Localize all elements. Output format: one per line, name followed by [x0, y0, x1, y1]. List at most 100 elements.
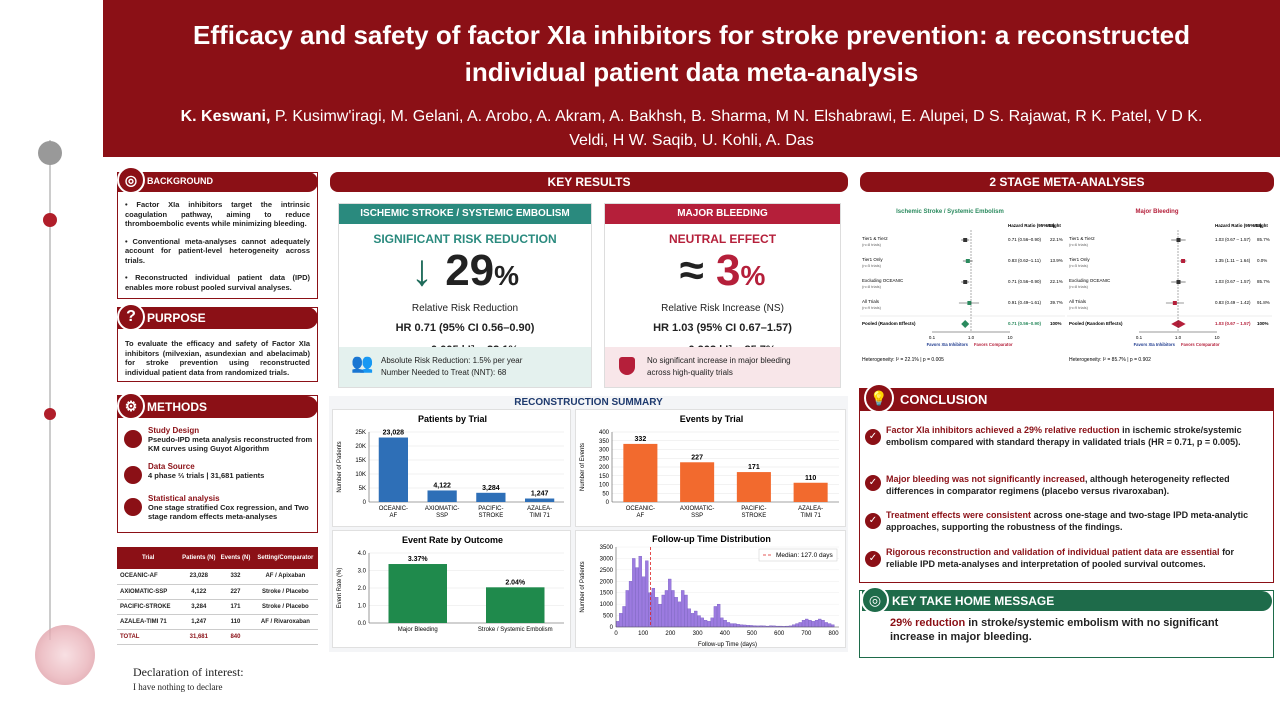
cell: 23,028: [179, 569, 219, 585]
histogram-bar: [658, 603, 662, 628]
legend-label: Median: 127.0 days: [776, 552, 833, 559]
point-estimate: [963, 280, 968, 284]
forest-row-sub: (n=8 trials): [862, 284, 882, 289]
events-by-trial-chart: Events by Trial Number of Events 0 50 100 150…: [580, 414, 839, 519]
y-tick-label: 15K: [355, 458, 366, 464]
histogram-bar: [690, 613, 695, 628]
histogram-bar: [743, 624, 747, 628]
table-row: PACIFIC-STROKE 3,284 171 Stroke / Placebo: [117, 599, 318, 615]
point-estimate: [1176, 280, 1181, 284]
forest-row-label: Tier1 Only: [1069, 257, 1090, 262]
point-estimate: [1176, 238, 1181, 242]
y-tick-label: 350: [599, 439, 610, 445]
cell: 4,122: [179, 584, 219, 600]
point-estimate: [1172, 301, 1177, 305]
x-tick-label: STROKE: [479, 513, 504, 519]
declaration-text: I have nothing to declare: [133, 682, 223, 692]
x-tick-label: PACIFIC-: [741, 506, 766, 512]
histogram-bar: [795, 623, 799, 628]
table-row: OCEANIC-AF 23,028 332 AF / Apixaban: [117, 569, 318, 585]
forest-weight: 91.8%: [1257, 300, 1270, 305]
cell: AF / Apixaban: [252, 569, 318, 585]
forest-tick: 10: [1007, 335, 1013, 340]
y-tick-label: 1500: [600, 591, 614, 597]
y-tick-label: 20K: [355, 444, 366, 450]
x-tick-label: AZALEA-: [527, 506, 552, 512]
histogram-bar: [635, 567, 639, 628]
y-axis-label: Number of Events: [580, 443, 586, 491]
x-tick-label: TIMI 71: [800, 513, 821, 519]
cell: AXIOMATIC-SSP: [117, 584, 180, 600]
y-tick-label: 300: [599, 448, 610, 454]
cell: Stroke / Placebo: [252, 584, 318, 600]
forest-weight: 22.1%: [1050, 279, 1063, 284]
conclusion-item: Factor XIa inhibitors achieved a 29% rel…: [886, 425, 1242, 447]
check-icon: ✓: [865, 475, 881, 491]
col-header: Trial: [117, 547, 180, 569]
histogram-bar: [723, 619, 727, 628]
takehome-text: 29% reduction in stroke/systemic embolis…: [890, 617, 1219, 643]
method-heading: Study Design: [148, 426, 200, 435]
y-tick-label: 250: [599, 456, 610, 462]
histogram-bar: [824, 622, 828, 628]
x-tick-label: 800: [829, 631, 840, 637]
target-icon: ◎: [117, 166, 145, 194]
timeline-line: [49, 140, 51, 640]
forest-tick: 1.0: [1175, 335, 1182, 340]
x-tick-label: 200: [665, 631, 676, 637]
cell: 110: [218, 614, 253, 630]
forest-title: Major Bleeding: [1135, 209, 1178, 215]
forest-weight: 39.7%: [1050, 300, 1063, 305]
background-box: [117, 172, 318, 299]
bleeding-hr: HR 1.03 (95% CI 0.67–1.57): [653, 322, 792, 334]
check-icon: ✓: [865, 429, 881, 445]
ischemic-subtitle: SIGNIFICANT RISK REDUCTION: [373, 232, 557, 246]
cell: 227: [218, 584, 253, 600]
forest-weight: 85.7%: [1257, 237, 1270, 242]
method-data-source: Data Source 4 phase ⅔ trials | 31,681 pa…: [124, 462, 314, 484]
pct-sign: %: [494, 260, 520, 291]
histogram-bar: [726, 622, 731, 628]
data-label: 227: [691, 454, 703, 461]
histogram-bar: [831, 624, 835, 628]
y-tick-label: 25K: [355, 430, 366, 436]
bleeding-card: MAJOR BLEEDING NEUTRAL EFFECT ≈ 3% Relat…: [604, 203, 841, 388]
background-bullet: • Conventional meta-analyses cannot adeq…: [125, 236, 310, 265]
cell: PACIFIC-STROKE: [117, 599, 180, 615]
forest-weight: 85.7%: [1257, 279, 1270, 284]
forest-row-label: Tier1 Only: [862, 257, 883, 262]
histogram-bar: [625, 590, 629, 628]
x-tick-label: 300: [693, 631, 704, 637]
forest-hr-text: 1.35 (1.11 – 1.64): [1215, 258, 1251, 263]
forest-plots: Ischemic Stroke / Systemic Embolism Hazar…: [860, 200, 1274, 370]
histogram-bar: [661, 594, 665, 628]
forest-hr-text: 0.91 (0.49–1.61): [1008, 300, 1042, 305]
y-tick-label: 2000: [600, 579, 614, 585]
forest-hr-text: 0.71 (0.56–0.90): [1008, 237, 1042, 242]
purpose-text: To evaluate the efficacy and safety of F…: [125, 339, 310, 377]
histogram-bar: [671, 590, 675, 628]
y-tick-label: 100: [599, 483, 610, 489]
study-design-icon: [124, 430, 142, 448]
data-label: 23,028: [383, 430, 405, 437]
forest-row-label: Tier1 & Tier2: [862, 236, 888, 241]
heterogeneity-text: Heterogeneity: I² = 22.1% | p = 0.005: [862, 357, 944, 363]
data-label: 4,122: [433, 482, 451, 489]
check-icon: ✓: [865, 513, 881, 529]
histogram-bar: [792, 624, 796, 628]
histogram-bar: [821, 619, 825, 628]
people-icon: 👥: [351, 353, 374, 373]
approx-icon: ≈: [679, 246, 704, 295]
takehome-box: [859, 590, 1274, 658]
y-tick-label: 50: [602, 491, 609, 497]
bar: [388, 564, 447, 623]
co-authors: P. Kusimw'iragi, M. Gelani, A. Arobo, A.…: [270, 108, 1203, 149]
forest-row-sub: (n=5 trials): [1069, 263, 1089, 268]
conclusion-item: Rigorous reconstruction and validation o…: [886, 547, 1235, 569]
conclusion-item: Treatment effects were consistent across…: [886, 510, 1249, 532]
y-axis-label: Number of Patients: [580, 561, 586, 612]
method-statistics: Statistical analysis One stage stratifie…: [124, 494, 314, 521]
bleeding-footer: No significant increase in major bleedin…: [605, 347, 840, 387]
chart-title: Patients by Trial: [418, 414, 487, 424]
forest-hr-text: 0.71 (0.56–0.90): [1008, 279, 1042, 284]
